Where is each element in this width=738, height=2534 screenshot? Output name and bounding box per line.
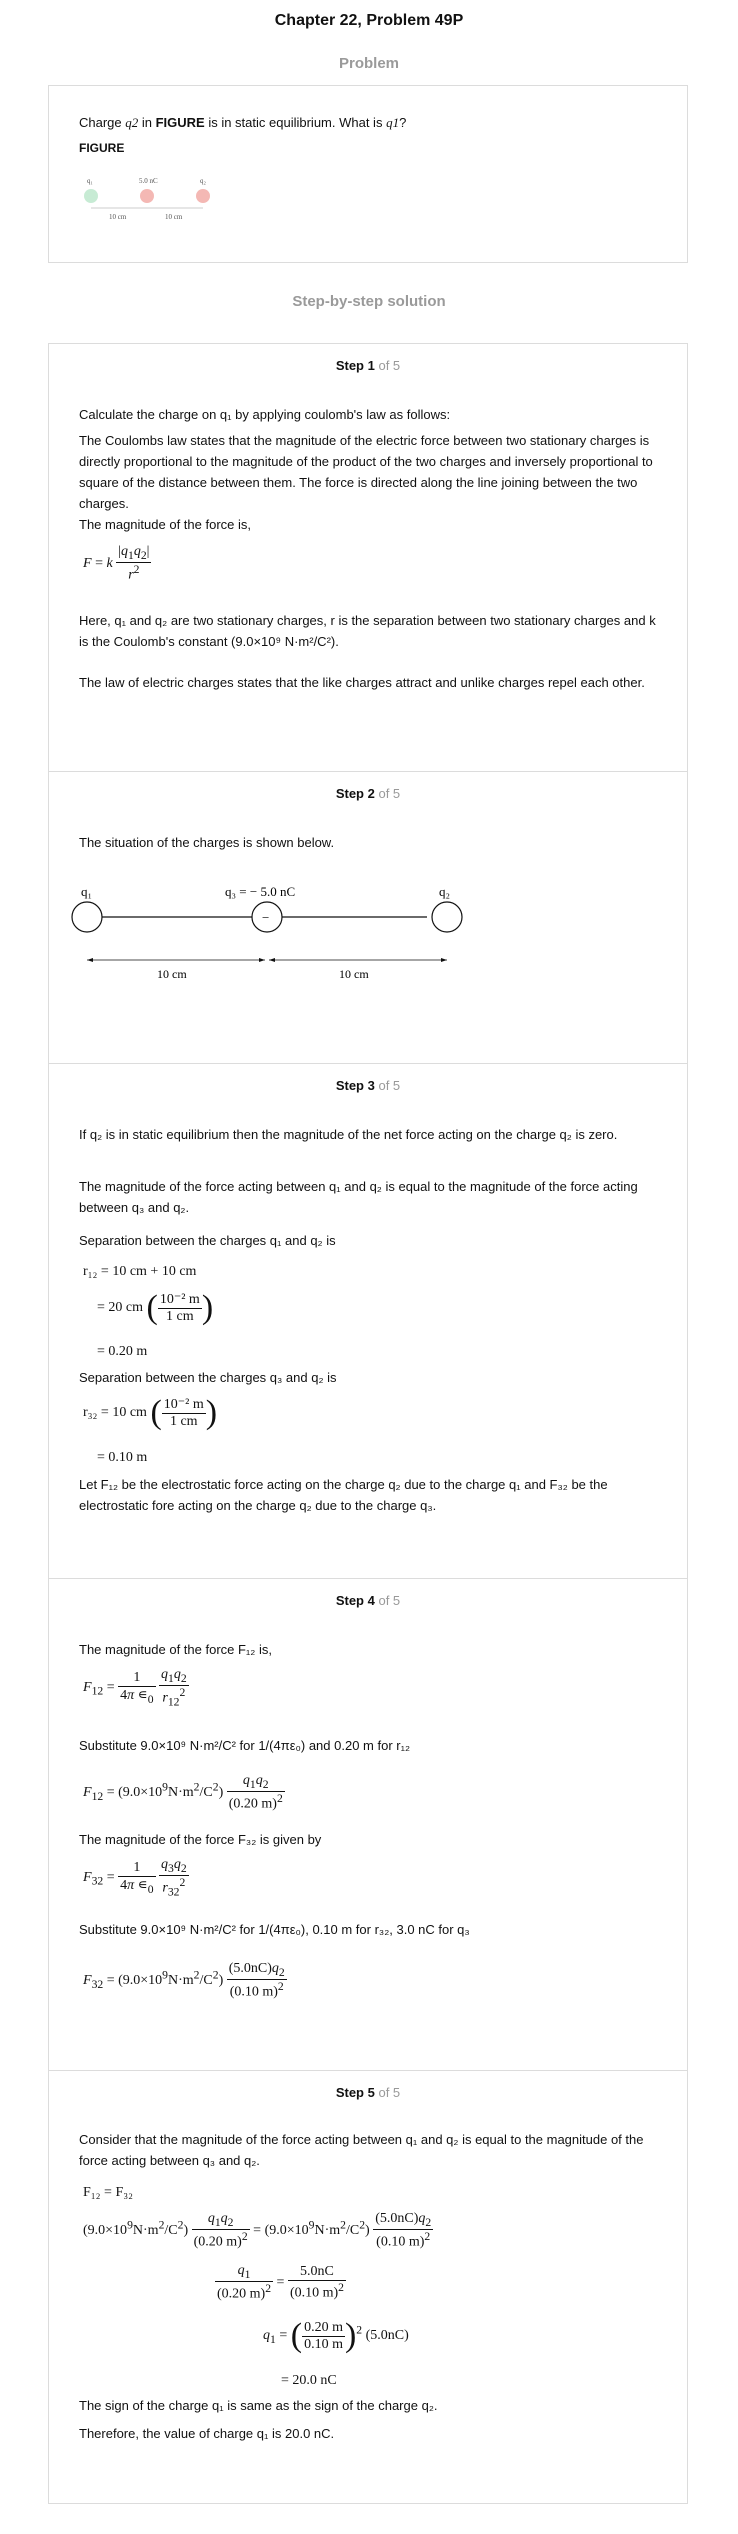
step-5-eq-solve: q1 = (0.20 m 0.10 m)2 (5.0nC) (263, 2317, 409, 2354)
fig-dist-1: 10 cm (109, 213, 127, 221)
problem-section-title: Problem (338, 55, 399, 72)
fig-label-q3: 5.0 nC (139, 177, 158, 185)
step-5: Step 5 of 5 Consider that the magnitude … (48, 2070, 688, 2504)
step-3-p2: The magnitude of the force acting betwee… (79, 1179, 638, 1215)
step-3-p3: Separation between the charges q₁ and q₂… (79, 1233, 336, 1248)
step-3-p1: If q₂ is in static equilibrium then the … (79, 1127, 618, 1142)
step-5-eq-ratio: q1 (0.20 m)2 = 5.0nC (0.10 m)2 (215, 2263, 346, 2302)
step-1-p5: The law of electric charges states that … (79, 675, 645, 690)
step-5-p1: Consider that the magnitude of the force… (79, 2132, 644, 2168)
step-5-eq-sub: (9.0×109N·m2/C2) q1q2 (0.20 m)2 = (9.0×10… (83, 2211, 434, 2250)
fig2-minus-sign: − (262, 910, 269, 925)
fig2-arrow-1 (87, 958, 93, 962)
step-3-eq-r12-result: = 0.20 m (97, 1344, 148, 1359)
step-2-figure: q₁ q₃ = − 5.0 nC q₂ − 10 cm 10 cm (71, 884, 463, 981)
step-3-heading: Step 3 of 5 (335, 1078, 401, 1093)
step-5-heading: Step 5 of 5 (335, 2085, 401, 2100)
fig2-arrow-2 (259, 958, 265, 962)
step-4-eq-f32: F32 = 1 4π ∊0 q3q2 r322 (83, 1857, 189, 1899)
fig2-label-q1: q₁ (81, 884, 92, 899)
fig2-label-q3: q₃ = − 5.0 nC (225, 884, 295, 899)
page-title: Chapter 22, Problem 49P (274, 12, 464, 29)
problem-figure: q₁ 5.0 nC q₂ 10 cm 10 cm (84, 177, 210, 221)
step-1-p4: Here, q₁ and q₂ are two stationary charg… (79, 613, 656, 649)
step-4-p4: Substitute 9.0×10⁹ N·m²/C² for 1/(4πε₀),… (79, 1922, 470, 1937)
step-4-p2: Substitute 9.0×10⁹ N·m²/C² for 1/(4πε₀) … (79, 1738, 411, 1753)
step-4: Step 4 of 5 The magnitude of the force F… (48, 1578, 688, 2070)
step-4-heading: Step 4 of 5 (335, 1593, 401, 1608)
fig2-label-q2: q₂ (439, 884, 450, 899)
solution-section-title: Step-by-step solution (292, 293, 446, 310)
fig2-dist-1: 10 cm (157, 967, 187, 981)
step-3-p5: Let F₁₂ be the electrostatic force actin… (79, 1477, 608, 1513)
fig-label-q1: q₁ (87, 177, 93, 185)
step-4-p1: The magnitude of the force F₁₂ is, (79, 1642, 272, 1657)
step-3: Step 3 of 5 If q₂ is in static equilibri… (48, 1063, 688, 1578)
step-1-p2: The Coulombs law states that the magnitu… (79, 433, 653, 511)
step-1-coulomb-eq: F = k |q1q2| r2 (83, 544, 152, 583)
fig-charge-q1 (84, 189, 98, 203)
step-3-eq-r12: r₁₂ = 10 cm + 10 cm (83, 1264, 197, 1279)
fig2-arrow-3 (269, 958, 275, 962)
step-4-eq-f12: F12 = 1 4π ∊0 q1q2 r122 (83, 1667, 189, 1709)
fig2-dist-2: 10 cm (339, 967, 369, 981)
figure-label: FIGURE (79, 141, 125, 155)
step-3-eq-r32-result: = 0.10 m (97, 1450, 148, 1465)
problem-text: Charge q2 in FIGURE is in static equilib… (79, 115, 407, 130)
step-2-p1: The situation of the charges is shown be… (79, 835, 335, 850)
fig2-charge-q2 (431, 901, 463, 933)
step-4-eq-f32-sub: F32 = (9.0×109N·m2/C2) (5.0nC)q2 (0.10 m)… (83, 1961, 287, 2000)
fig2-arrow-4 (441, 958, 447, 962)
step-4-p3: The magnitude of the force F₃₂ is given … (79, 1832, 322, 1847)
step-1-p3: The magnitude of the force is, (79, 517, 251, 532)
step-5-eq-result: = 20.0 nC (281, 2373, 337, 2388)
step-4-eq-f12-sub: F12 = (9.0×109N·m2/C2) q1q2 (0.20 m)2 (83, 1773, 285, 1812)
step-5-p2: The sign of the charge q₁ is same as the… (79, 2398, 438, 2413)
step-3-p4: Separation between the charges q₃ and q₂… (79, 1370, 337, 1385)
step-5-p3: Therefore, the value of charge q₁ is 20.… (79, 2426, 335, 2441)
fig-charge-q3 (140, 189, 154, 203)
problem-box: Charge q2 in FIGURE is in static equilib… (48, 85, 688, 263)
step-5-eq-equal: F₁₂ = F₃₂ (83, 2185, 133, 2200)
step-2: Step 2 of 5 The situation of the charges… (48, 771, 688, 1063)
step-1-heading: Step 1 of 5 (335, 358, 401, 373)
fig2-charge-q1 (71, 901, 103, 933)
step-1: Step 1 of 5 Calculate the charge on q₁ b… (48, 343, 688, 771)
step-1-p1: Calculate the charge on q₁ by applying c… (79, 407, 451, 422)
step-2-heading: Step 2 of 5 (335, 786, 401, 801)
fig-charge-q2 (196, 189, 210, 203)
fig-label-q2: q₂ (200, 177, 207, 185)
fig-dist-2: 10 cm (165, 213, 183, 221)
fig2-charge-q3 (251, 901, 283, 933)
